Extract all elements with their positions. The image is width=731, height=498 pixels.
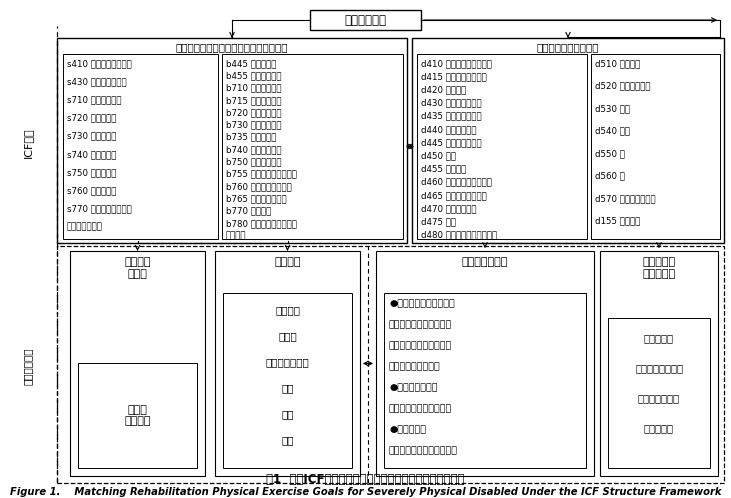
Text: d480 驾驭动物做为交通工具: d480 驾驭动物做为交通工具: [421, 231, 497, 240]
Text: b445 呼吸肌功能: b445 呼吸肌功能: [226, 59, 276, 68]
Text: 步行、爬行、利用工具移动: 步行、爬行、利用工具移动: [389, 446, 458, 455]
Bar: [215, 251, 360, 476]
Text: s770 与运动有关的附属: s770 与运动有关的附属: [67, 205, 132, 214]
Text: d440 精巧手的使用: d440 精巧手的使用: [421, 125, 477, 134]
Text: Figure 1.    Matching Rehabilitation Physical Exercise Goals for Severely Physic: Figure 1. Matching Rehabilitation Physic…: [10, 487, 721, 497]
Bar: [591, 54, 720, 239]
Text: d540 穿着: d540 穿着: [595, 126, 630, 135]
Text: d560 喝: d560 喝: [595, 171, 625, 180]
Text: b755 不随意运动反应功能: b755 不随意运动反应功能: [226, 170, 297, 179]
Text: b770 步态功能: b770 步态功能: [226, 207, 271, 216]
Text: b720 骨骼活动功能: b720 骨骼活动功能: [226, 108, 281, 117]
Text: b730 肌肉力量功能: b730 肌肉力量功能: [226, 121, 281, 129]
Text: 肌肉力量和耐力: 肌肉力量和耐力: [265, 357, 309, 367]
Text: s720 肩部的结构: s720 肩部的结构: [67, 114, 116, 123]
Text: d475 驾驶: d475 驾驶: [421, 218, 456, 227]
Text: 上肢、下肢对物体的操控: 上肢、下肢对物体的操控: [389, 404, 452, 413]
Bar: [63, 54, 218, 239]
Text: d410 改变身体的基本姿势: d410 改变身体的基本姿势: [421, 59, 492, 68]
Text: d510 盥洗自身: d510 盥洗自身: [595, 59, 640, 68]
Bar: [222, 54, 403, 239]
Text: 大小便控制类动作: 大小便控制类动作: [635, 363, 683, 373]
Text: d550 吃: d550 吃: [595, 149, 625, 158]
Text: s410 心血管系统的结构: s410 心血管系统的结构: [67, 59, 132, 68]
Text: ●位移技能：: ●位移技能：: [389, 425, 426, 434]
Bar: [417, 54, 587, 239]
Text: 特定残疾
因素类: 特定残疾 因素类: [124, 257, 151, 278]
Bar: [78, 363, 197, 468]
Text: 肌张力
身体姿态: 肌张力 身体姿态: [124, 405, 151, 426]
Text: d420 移动自身: d420 移动自身: [421, 85, 466, 95]
Text: 功能性日常
生活活动类: 功能性日常 生活活动类: [643, 257, 675, 278]
Text: 心肺耐力: 心肺耐力: [275, 305, 300, 315]
Text: 进食类动作: 进食类动作: [644, 423, 674, 433]
Text: b740 肌肉耐力功能: b740 肌肉耐力功能: [226, 145, 281, 154]
Text: b455 运动耐受功能: b455 运动耐受功能: [226, 71, 281, 80]
Text: s760 躯干的结构: s760 躯干的结构: [67, 186, 116, 195]
Text: 穿脱衣裤类动作: 穿脱衣裤类动作: [638, 393, 680, 403]
Text: d465 利用设备到处移动: d465 利用设备到处移动: [421, 191, 487, 200]
Text: ●物体控制技能：: ●物体控制技能：: [389, 383, 437, 392]
Bar: [600, 251, 718, 476]
Text: d530 如厕: d530 如厕: [595, 104, 630, 113]
Bar: [384, 293, 586, 468]
Text: d415 保持一种身体姿势: d415 保持一种身体姿势: [421, 72, 487, 81]
Text: 图1  基于ICF结构框架重度肢体残疾康复体育锻炼匹配目标: 图1 基于ICF结构框架重度肢体残疾康复体育锻炼匹配目标: [266, 473, 464, 486]
Bar: [608, 318, 710, 468]
Bar: [57, 246, 724, 483]
Text: b735 肌张力功能: b735 肌张力功能: [226, 133, 276, 142]
Text: b780 与肌肉和运动功能有: b780 与肌肉和运动功能有: [226, 219, 297, 228]
Text: 与改变以及移动自身: 与改变以及移动自身: [389, 362, 441, 371]
Text: b715 关节稳定功能: b715 关节稳定功能: [226, 96, 281, 105]
Text: b750 运动反射功能: b750 运动反射功能: [226, 157, 281, 166]
Text: 心肺、呼吸和运动相关的身体结构与功能: 心肺、呼吸和运动相关的身体结构与功能: [175, 42, 288, 52]
Text: ●姿势控制性稳定技能：: ●姿势控制性稳定技能：: [389, 299, 455, 308]
Text: d520 护理身体各部: d520 护理身体各部: [595, 82, 651, 91]
Text: d450 步行: d450 步行: [421, 151, 456, 160]
Text: d570 照顾个人的健康: d570 照顾个人的健康: [595, 194, 656, 203]
Bar: [70, 251, 205, 476]
Text: 体适能类: 体适能类: [274, 257, 300, 267]
Text: d430 举起和搬运物体: d430 举起和搬运物体: [421, 99, 482, 108]
Text: 康复体育目标: 康复体育目标: [23, 347, 33, 385]
Text: s740 骨盆的结构: s740 骨盆的结构: [67, 150, 116, 159]
Text: d435 用下肢移动物体: d435 用下肢移动物体: [421, 112, 482, 121]
Bar: [57, 38, 407, 243]
Text: 反应: 反应: [281, 435, 294, 445]
Text: d455 到处移动: d455 到处移动: [421, 165, 466, 174]
Text: 肌肉骨骼的结构: 肌肉骨骼的结构: [67, 223, 103, 232]
Text: d460 在不同地点到处移动: d460 在不同地点到处移动: [421, 178, 492, 187]
Text: s710 头颈部的结构: s710 头颈部的结构: [67, 96, 121, 105]
Text: 协调: 协调: [281, 383, 294, 393]
Text: 基本动作技能类: 基本动作技能类: [462, 257, 508, 267]
Text: 伸、重心的基本姿势保持: 伸、重心的基本姿势保持: [389, 341, 452, 350]
Text: b710 关节活动功能: b710 关节活动功能: [226, 84, 281, 93]
Text: s750 下肢的结构: s750 下肢的结构: [67, 168, 116, 177]
Text: b760 随意运动控制功能: b760 随意运动控制功能: [226, 182, 292, 191]
Text: d155 掌握技能: d155 掌握技能: [595, 217, 640, 226]
Text: 平衡: 平衡: [281, 409, 294, 419]
Bar: [310, 10, 421, 30]
Bar: [376, 251, 594, 476]
Text: ICF目录: ICF目录: [23, 127, 33, 158]
Text: d445 手和手臂的使用: d445 手和手臂的使用: [421, 138, 482, 147]
Text: 洗护类动作: 洗护类动作: [644, 333, 674, 343]
Text: s430 呼吸系统的结构: s430 呼吸系统的结构: [67, 77, 126, 86]
Text: 重度肢体残疾: 重度肢体残疾: [344, 13, 387, 26]
Text: 关的感觉: 关的感觉: [226, 231, 246, 240]
Text: 运动相关的活动和参与: 运动相关的活动和参与: [537, 42, 599, 52]
Text: 翻、蹲、跪、坐、站、屈: 翻、蹲、跪、坐、站、屈: [389, 320, 452, 329]
Text: s730 上肢的结构: s730 上肢的结构: [67, 132, 116, 141]
Bar: [223, 293, 352, 468]
Text: b765 不随意运动功能: b765 不随意运动功能: [226, 194, 287, 203]
Bar: [412, 38, 724, 243]
Text: 柔韧性: 柔韧性: [278, 331, 297, 341]
Text: d470 利用交通工具: d470 利用交通工具: [421, 204, 477, 213]
